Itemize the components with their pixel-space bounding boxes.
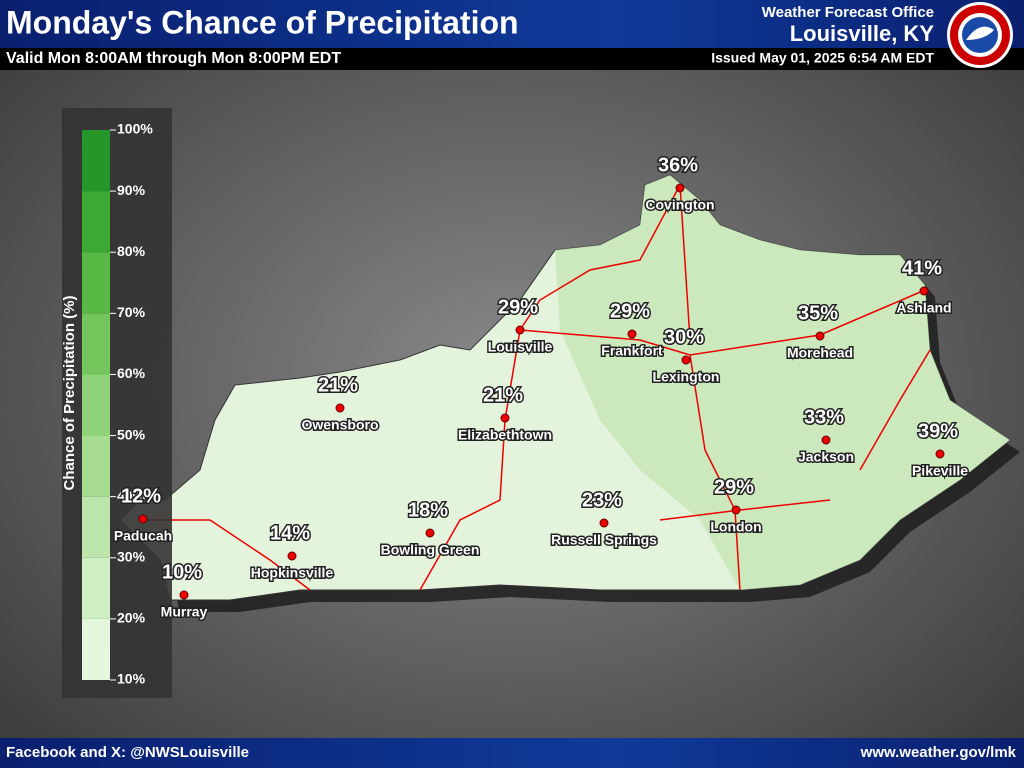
legend-label: 10% [117,671,146,687]
subtitle: Valid Mon 8:00AM through Mon 8:00PM EDT [6,50,341,67]
city-pop: 29% [714,476,754,498]
legend-band [82,557,110,619]
city-dot [500,413,510,423]
legend-label: 70% [117,304,146,320]
footer-right: www.weather.gov/lmk [860,744,1017,761]
footer-left: Facebook and X: @NWSLouisville [6,744,249,761]
legend-band [82,435,110,497]
legend-label: 60% [117,365,146,381]
city-dot [919,286,929,296]
city-pop: 10% [162,561,202,583]
city-dot [815,331,825,341]
city-dot [935,449,945,459]
city-dot [627,329,637,339]
title: Monday's Chance of Precipitation [6,4,519,40]
city-pop: 12% [121,485,161,507]
city-dot [675,183,685,193]
city-dot [515,325,525,335]
city-name: Ashland [896,300,951,316]
legend-label: 100% [117,121,153,137]
legend-band [82,618,110,680]
city-name: Paducah [114,528,172,544]
city-pop: 29% [610,300,650,322]
city-name: Murray [161,604,208,620]
legend-label: 20% [117,610,146,626]
legend-band [82,496,110,558]
footer-bar [0,738,1024,768]
legend-label: 50% [117,426,146,442]
legend-label: 90% [117,182,146,198]
city-name: Bowling Green [381,542,480,558]
cities: 36% Covington 41% Ashland 29% Louisville 29% Fr… [112,153,969,621]
city-dot [681,355,691,365]
office: Weather Forecast Office [762,4,934,21]
city-name: Frankfort [601,343,663,359]
city-dot [731,505,741,515]
city-pop: 18% [408,499,448,521]
city-dot [287,551,297,561]
city-pop: 21% [483,384,523,406]
city-name: Covington [645,197,714,213]
city-dot [138,514,148,524]
city-pop: 35% [798,302,838,324]
city-name: Lexington [653,369,720,385]
city-name: Owensboro [301,417,378,433]
city-pop: 36% [658,154,698,176]
legend-band [82,191,110,253]
higher-pop-area [555,175,1010,590]
city-name: London [710,519,761,535]
city-pop: 23% [582,489,622,511]
location: Louisville, KY [790,21,935,46]
city-pop: 39% [918,420,958,442]
city-name: Hopkinsville [251,565,334,581]
issued: Issued May 01, 2025 6:54 AM EDT [711,50,934,66]
legend: 10% 20% 30% 40% 50% 60% 70% 80% 90% 100% [82,121,153,687]
city-dot [821,435,831,445]
city-pop: 33% [804,406,844,428]
city-pop: 30% [664,326,704,348]
legend-label: 30% [117,548,146,564]
city-name: Russell Springs [551,532,657,548]
legend-label: 80% [117,243,146,259]
city-dot [425,528,435,538]
city-pop: 14% [270,522,310,544]
legend-title: Chance of Precipitation (%) [61,295,78,490]
legend-band [82,252,110,314]
city-pop: 21% [318,374,358,396]
subheader-bar [0,48,1024,70]
nws-logo [947,2,1013,68]
state-map [119,174,1020,612]
city-dot [335,403,345,413]
city-pop: 41% [902,257,942,279]
legend-band [82,130,110,192]
city-name: Louisville [488,339,553,355]
legend-label: 40% [117,487,146,503]
city-name: Pikeville [912,463,968,479]
city-pop: 29% [498,296,538,318]
legend-band [82,313,110,375]
legend-panel [62,108,172,698]
city-name: Elizabethtown [458,427,552,443]
city-dot [179,590,189,600]
city-name: Jackson [798,449,854,465]
legend-band [82,374,110,436]
city-dot [599,518,609,528]
city-name: Morehead [787,345,853,361]
